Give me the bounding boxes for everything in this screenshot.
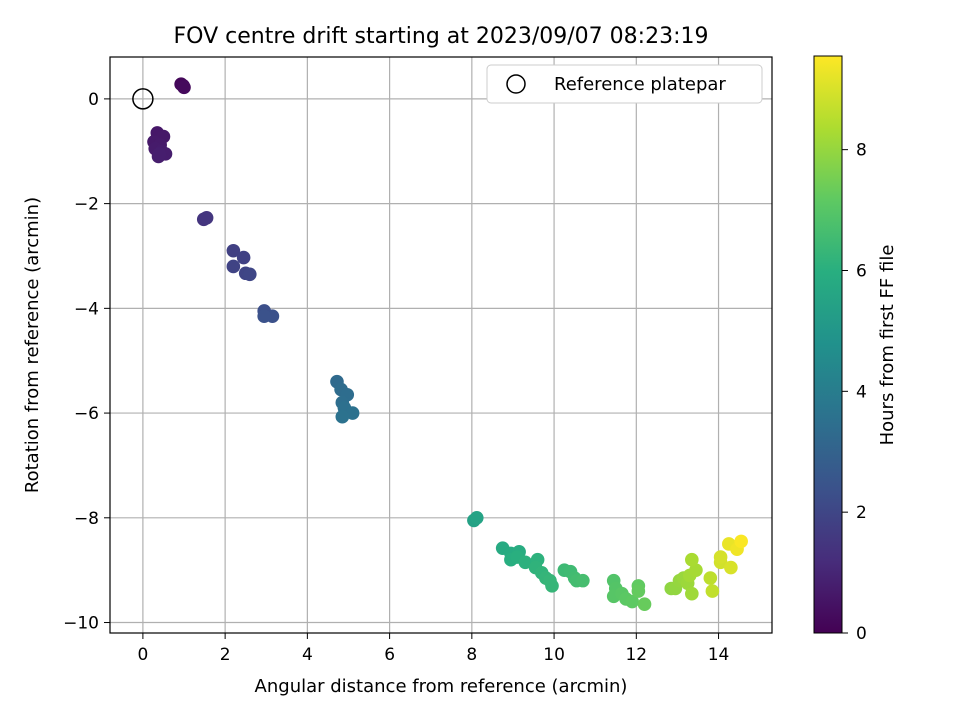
x-tick-label: 14	[708, 645, 730, 665]
legend-box	[486, 64, 763, 104]
data-point	[243, 267, 257, 282]
colorbar-gradient	[813, 55, 843, 634]
data-point	[177, 80, 191, 95]
y-axis-ticks: 0 −2 −4 −6 −8 −10	[63, 90, 110, 634]
data-point	[152, 147, 167, 161]
grid	[110, 57, 772, 633]
data-point	[543, 573, 557, 588]
data-point	[637, 597, 652, 611]
x-axis-label: Angular distance from reference (arcmin)	[255, 676, 628, 697]
data-point	[576, 573, 590, 588]
plot-frame	[109, 56, 773, 634]
colorbar-tick-label: 4	[856, 382, 867, 402]
data-point	[734, 534, 748, 549]
data-point	[631, 584, 646, 598]
colorbar: 0 2 4 6 8 Hours from first FF file	[813, 55, 898, 644]
x-tick-label: 12	[625, 645, 647, 665]
y-tick-label: −10	[63, 614, 99, 634]
x-tick-label: 0	[137, 645, 148, 665]
x-tick-label: 2	[220, 645, 231, 665]
colorbar-ticks: 0 2 4 6 8	[842, 141, 867, 644]
colorbar-tick-label: 0	[856, 624, 867, 644]
y-tick-label: −2	[74, 195, 99, 215]
data-point	[236, 250, 251, 265]
data-point	[226, 259, 241, 274]
data-point	[199, 210, 214, 225]
x-tick-label: 6	[384, 645, 395, 665]
colorbar-label: Hours from first FF file	[877, 245, 898, 446]
data-point	[685, 552, 699, 567]
x-tick-label: 10	[543, 645, 565, 665]
data-point	[469, 511, 484, 525]
x-axis-ticks: 0 2 4 6 8 10 12 14	[137, 633, 729, 665]
data-point	[226, 243, 241, 258]
legend-entry: Reference platepar	[554, 74, 726, 95]
reference-marker	[132, 88, 154, 110]
data-point	[713, 550, 728, 564]
scatter-points	[147, 77, 748, 611]
x-tick-label: 4	[302, 645, 313, 665]
data-point	[257, 309, 271, 324]
y-tick-label: −6	[74, 404, 99, 424]
data-point	[518, 555, 533, 570]
y-tick-label: −4	[74, 299, 99, 319]
reference-platepar-marker	[132, 88, 154, 110]
y-tick-label: −8	[74, 509, 99, 529]
data-point	[345, 406, 360, 420]
colorbar-tick-label: 6	[856, 261, 867, 281]
legend-reference-marker	[506, 74, 526, 94]
data-point	[335, 409, 350, 424]
y-axis-label: Rotation from reference (arcmin)	[22, 197, 43, 493]
legend: Reference platepar	[486, 64, 763, 104]
data-point	[703, 571, 718, 585]
chart-title: FOV centre drift starting at 2023/09/07 …	[174, 24, 709, 49]
x-tick-label: 8	[466, 645, 477, 665]
data-point	[724, 560, 738, 575]
colorbar-tick-label: 2	[856, 503, 867, 523]
y-tick-label: 0	[88, 90, 99, 110]
data-point	[685, 586, 699, 601]
data-point	[705, 584, 720, 598]
colorbar-tick-label: 8	[856, 141, 867, 161]
data-point	[689, 563, 703, 577]
data-point	[625, 594, 639, 609]
